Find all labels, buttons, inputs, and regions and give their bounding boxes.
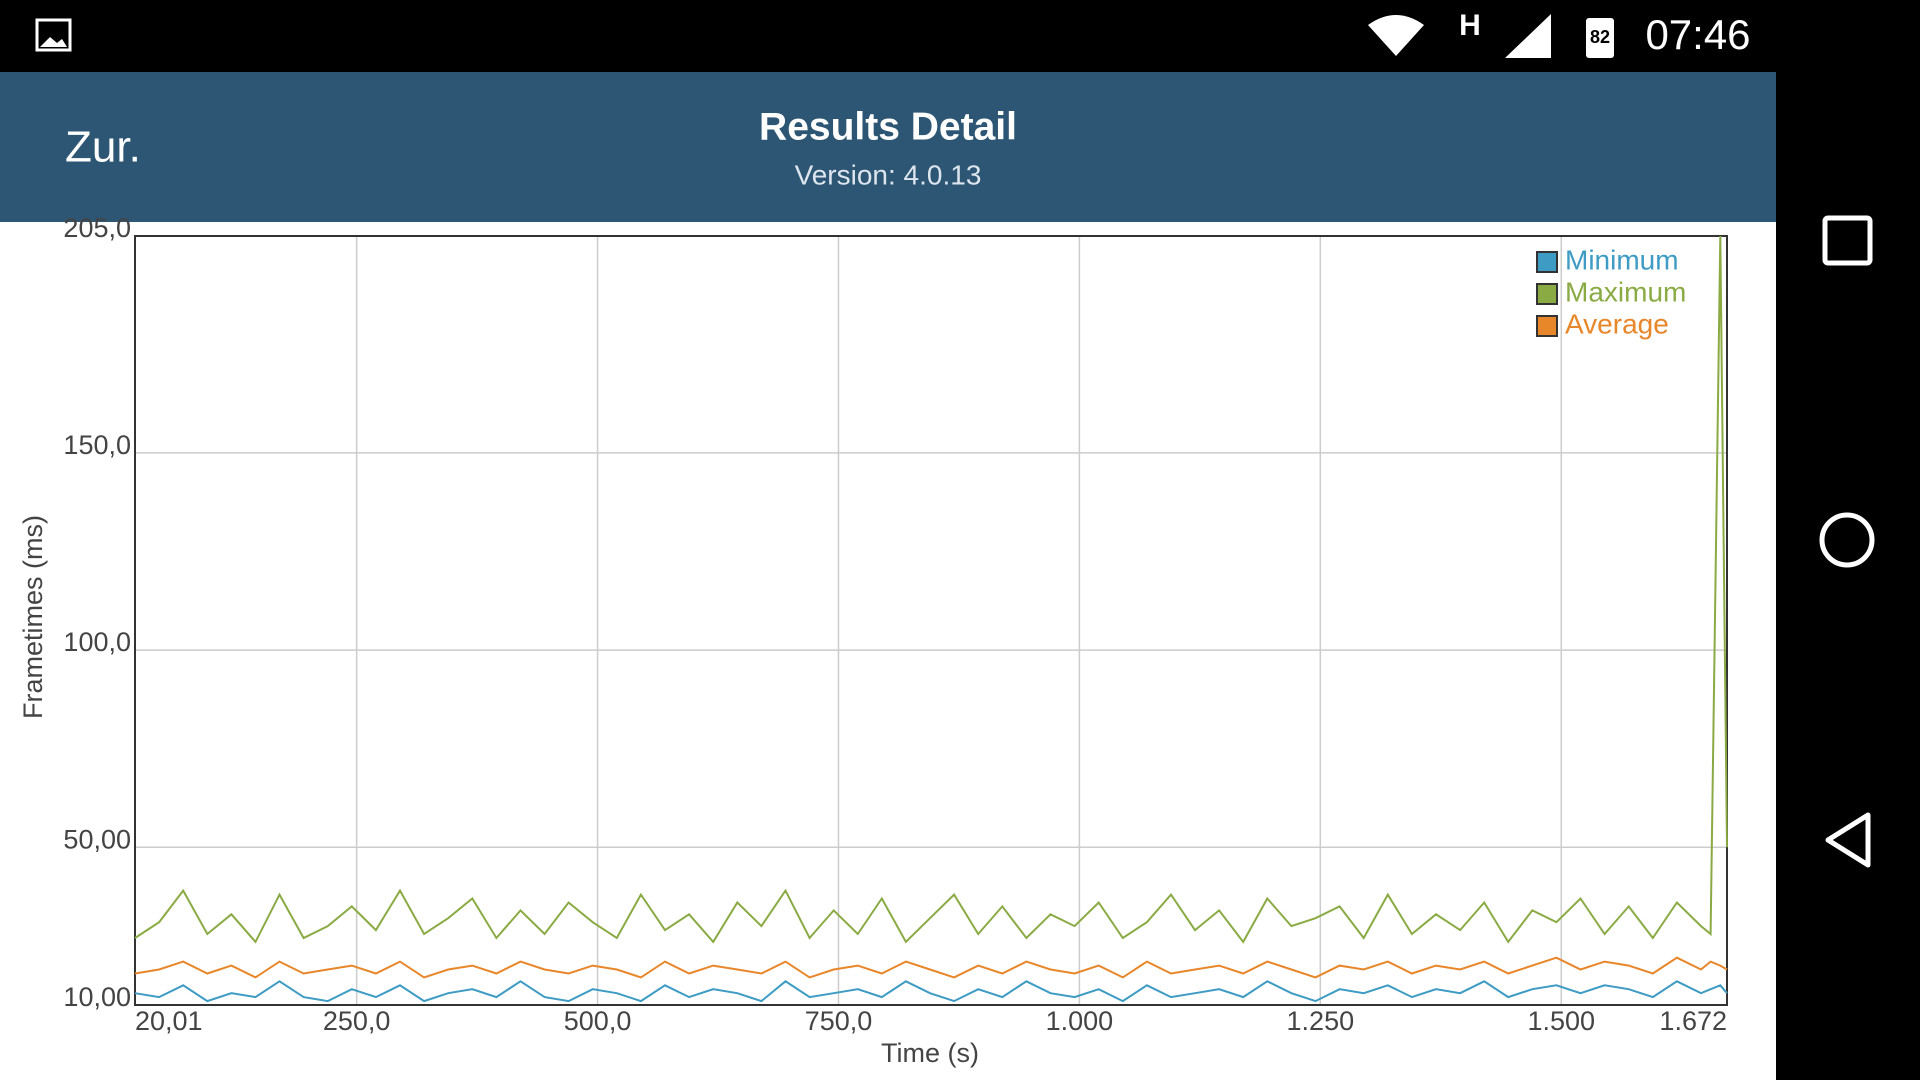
back-nav-button[interactable] <box>1825 812 1871 868</box>
x-tick-label: 1.250 <box>1287 1006 1355 1036</box>
legend-swatch <box>1536 315 1558 337</box>
recents-button[interactable] <box>1822 215 1873 266</box>
wifi-icon <box>1368 15 1424 56</box>
legend-label: Minimum <box>1565 244 1679 275</box>
series-line <box>134 980 1728 1003</box>
back-button[interactable]: Zur. <box>65 123 141 172</box>
gallery-icon-shape <box>40 37 67 47</box>
clock: 07:46 <box>1645 11 1750 58</box>
legend-swatch <box>1536 283 1558 305</box>
signal-icon <box>1505 14 1551 58</box>
series-line <box>134 235 1728 944</box>
battery-level: 82 <box>1590 27 1610 47</box>
legend-label: Average <box>1565 308 1669 339</box>
x-tick-label: 20,01 <box>135 1006 203 1036</box>
plot-frame <box>134 235 1728 1006</box>
x-tick-label: 750,0 <box>805 1006 873 1036</box>
x-tick-label: 1.500 <box>1527 1006 1595 1036</box>
x-tick-label: 500,0 <box>564 1006 632 1036</box>
y-tick-label: 100,0 <box>63 627 131 657</box>
page-subtitle: Version: 4.0.13 <box>795 159 982 190</box>
x-tick-label: 1.000 <box>1046 1006 1114 1036</box>
y-axis-label: Frametimes (ms) <box>18 515 48 719</box>
y-tick-label: 150,0 <box>63 430 131 460</box>
legend-swatch <box>1536 251 1558 273</box>
status-bar <box>0 0 1920 72</box>
x-tick-label: 250,0 <box>323 1006 391 1036</box>
series-line <box>134 956 1728 979</box>
x-tick-label: 1.672 <box>1659 1006 1727 1036</box>
y-tick-label: 50,00 <box>63 824 131 854</box>
app-bar <box>0 72 1776 222</box>
plot: 10,00 50,00 100,0 150,0 205,0 20,01 250,0 500,0… <box>63 213 1728 1036</box>
x-axis-label: Time (s) <box>881 1038 979 1068</box>
nav-bar <box>1776 0 1920 1080</box>
legend-label: Maximum <box>1565 276 1686 307</box>
gallery-icon <box>35 18 72 52</box>
y-tick-label: 205,0 <box>63 213 131 243</box>
home-button[interactable] <box>1819 512 1875 568</box>
page-title: Results Detail <box>759 105 1017 148</box>
y-tick-label: 10,00 <box>63 982 131 1012</box>
network-type: H <box>1459 9 1481 42</box>
battery-icon <box>1586 18 1614 58</box>
